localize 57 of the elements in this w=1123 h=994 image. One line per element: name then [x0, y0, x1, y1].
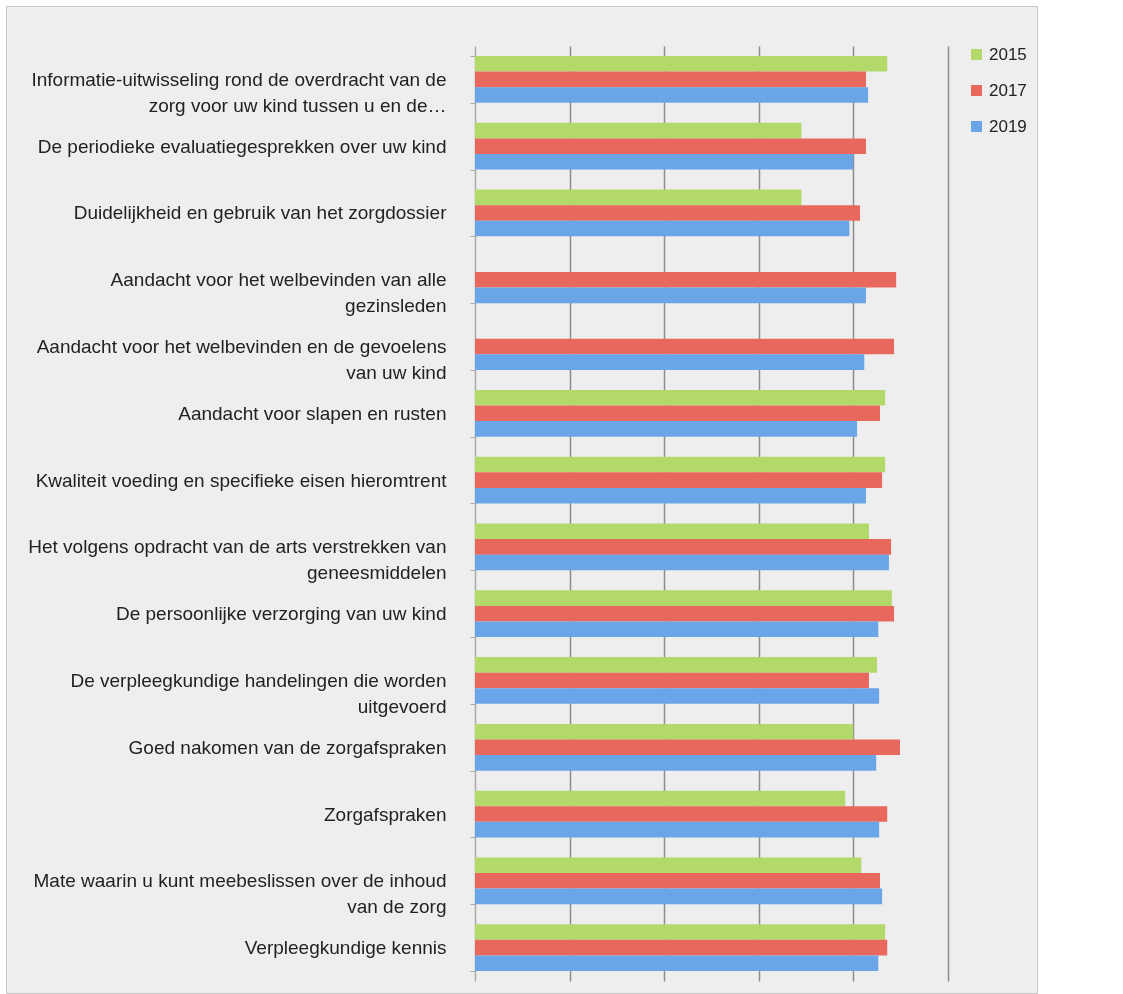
y-tick-label: Informatie-uitwisseling rond de overdracht van de zorg voor uw kind tussen u en de… — [31, 68, 447, 116]
bar — [475, 888, 883, 905]
bar — [475, 924, 886, 940]
bar — [475, 354, 865, 370]
bar — [475, 723, 854, 740]
bar — [475, 205, 861, 221]
bar — [475, 153, 854, 170]
bar — [475, 523, 869, 540]
y-tick-label: Duidelijkheid en gebruik van het zorgdossier — [73, 202, 448, 224]
bar — [475, 421, 858, 437]
bar — [475, 806, 888, 822]
y-tick-label: De verpleegkundige handelingen die worden uitgevoerd — [70, 669, 447, 717]
bar — [475, 590, 892, 606]
bar — [475, 487, 866, 504]
bar — [475, 939, 888, 956]
y-tick-label: Kwaliteit voeding en specifieke eisen hieromtrent — [35, 469, 448, 491]
y-tick-label: Zorgafspraken — [323, 803, 447, 825]
bar — [475, 472, 883, 488]
bar — [475, 821, 880, 838]
bar — [475, 405, 880, 422]
bar — [475, 739, 900, 756]
y-tick-label: Aandacht voor slapen en rusten — [178, 402, 447, 424]
bar — [475, 790, 846, 807]
bar — [475, 456, 886, 473]
bar — [475, 657, 878, 673]
y-tick-label: Aandacht voor het welbevinden en de gevoelens van uw kind — [36, 336, 447, 384]
bar — [475, 389, 886, 406]
bar — [475, 857, 862, 874]
bar — [475, 688, 880, 704]
y-tick-label: Verpleegkundige kennis — [244, 937, 447, 959]
bar — [475, 672, 869, 689]
bar — [475, 87, 869, 103]
bar — [475, 56, 888, 72]
bar — [475, 539, 892, 555]
legend-label: 2015 — [989, 44, 1027, 64]
bar — [475, 338, 895, 355]
bar — [475, 621, 879, 638]
y-tick-label: Het volgens opdracht van de arts verstrekken van geneesmiddelen — [28, 536, 447, 584]
bar — [475, 287, 866, 304]
legend-label: 2019 — [989, 116, 1027, 136]
bar — [475, 71, 866, 88]
bar — [475, 605, 895, 622]
y-tick-label: Mate waarin u kunt meebeslissen over de inhoud van de zorg — [33, 870, 447, 918]
bar — [475, 138, 866, 154]
bar — [475, 755, 877, 771]
bar — [475, 873, 880, 889]
legend-label: 2017 — [989, 80, 1027, 100]
bar — [475, 554, 889, 571]
y-tick-label: Aandacht voor het welbevinden van alle gezinsleden — [110, 269, 447, 317]
bar — [475, 271, 897, 288]
bar — [475, 122, 802, 139]
y-tick-label: De persoonlijke verzorging van uw kind — [115, 603, 447, 625]
bar — [475, 189, 802, 206]
y-tick-label: Goed nakomen van de zorgafspraken — [128, 736, 447, 758]
bar — [475, 220, 850, 237]
y-tick-label: De periodieke evaluatiegesprekken over uw kind — [37, 135, 447, 157]
bar — [475, 955, 879, 971]
